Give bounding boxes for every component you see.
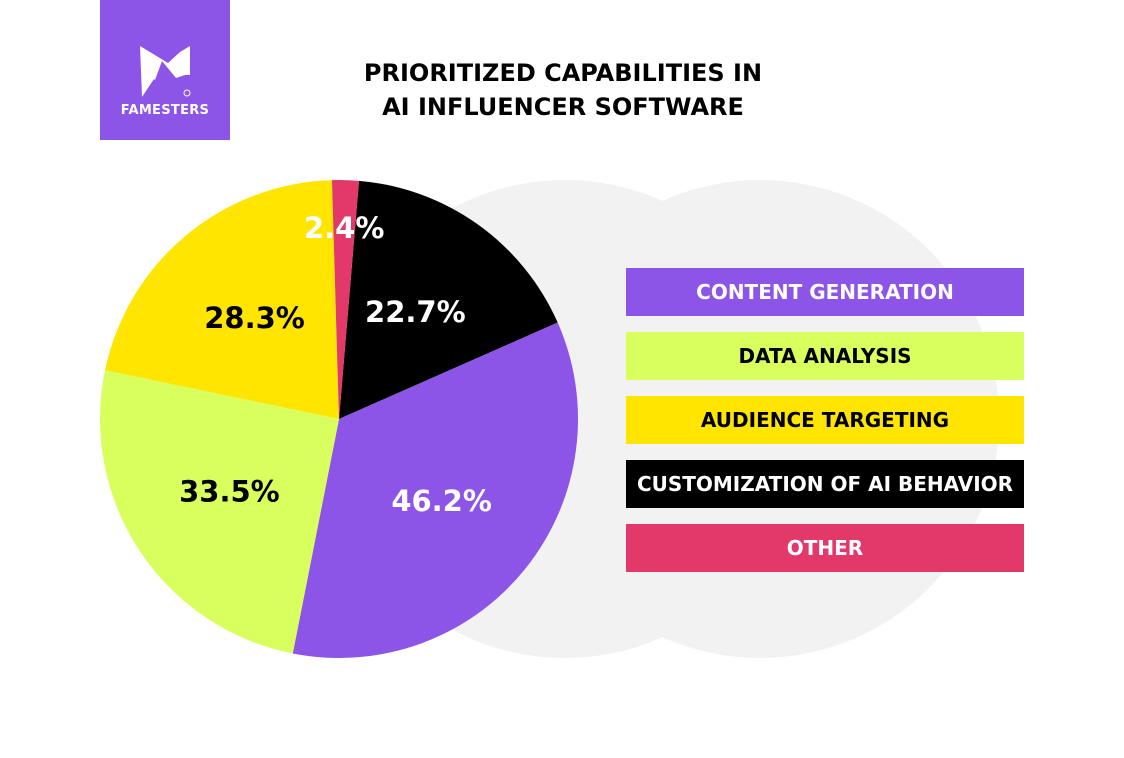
data-label: 28.3% xyxy=(204,301,305,335)
chart-title-line-2: AI INFLUENCER SOFTWARE xyxy=(382,93,744,121)
data-label: 22.7% xyxy=(365,295,466,329)
pie-slice-other xyxy=(331,180,359,419)
legend-item: CUSTOMIZATION OF AI BEHAVIOR xyxy=(626,460,1024,508)
pie-slice-data-analysis xyxy=(100,370,339,654)
legend-item: AUDIENCE TARGETING xyxy=(626,396,1024,444)
legend-item: CONTENT GENERATION xyxy=(626,268,1024,316)
pie-slice-content-generation xyxy=(292,322,578,658)
logo-mark-icon xyxy=(140,46,191,97)
chart-title-line-1: PRIORITIZED CAPABILITIES IN xyxy=(363,59,763,87)
chart-title: PRIORITIZED CAPABILITIES IN AI INFLUENCE… xyxy=(300,56,826,124)
data-label: 33.5% xyxy=(179,475,280,509)
legend-item: OTHER xyxy=(626,524,1024,572)
pie-slice-customization-of-ai-behavior xyxy=(339,180,558,419)
pie-slice-audience-targeting xyxy=(105,180,339,419)
data-label: 46.2% xyxy=(391,484,492,518)
data-label: 2.4% xyxy=(304,211,384,245)
legend-item: DATA ANALYSIS xyxy=(626,332,1024,380)
logo-text: FAMESTERS xyxy=(120,103,210,118)
famesters-logo: FAMESTERS xyxy=(100,0,230,140)
